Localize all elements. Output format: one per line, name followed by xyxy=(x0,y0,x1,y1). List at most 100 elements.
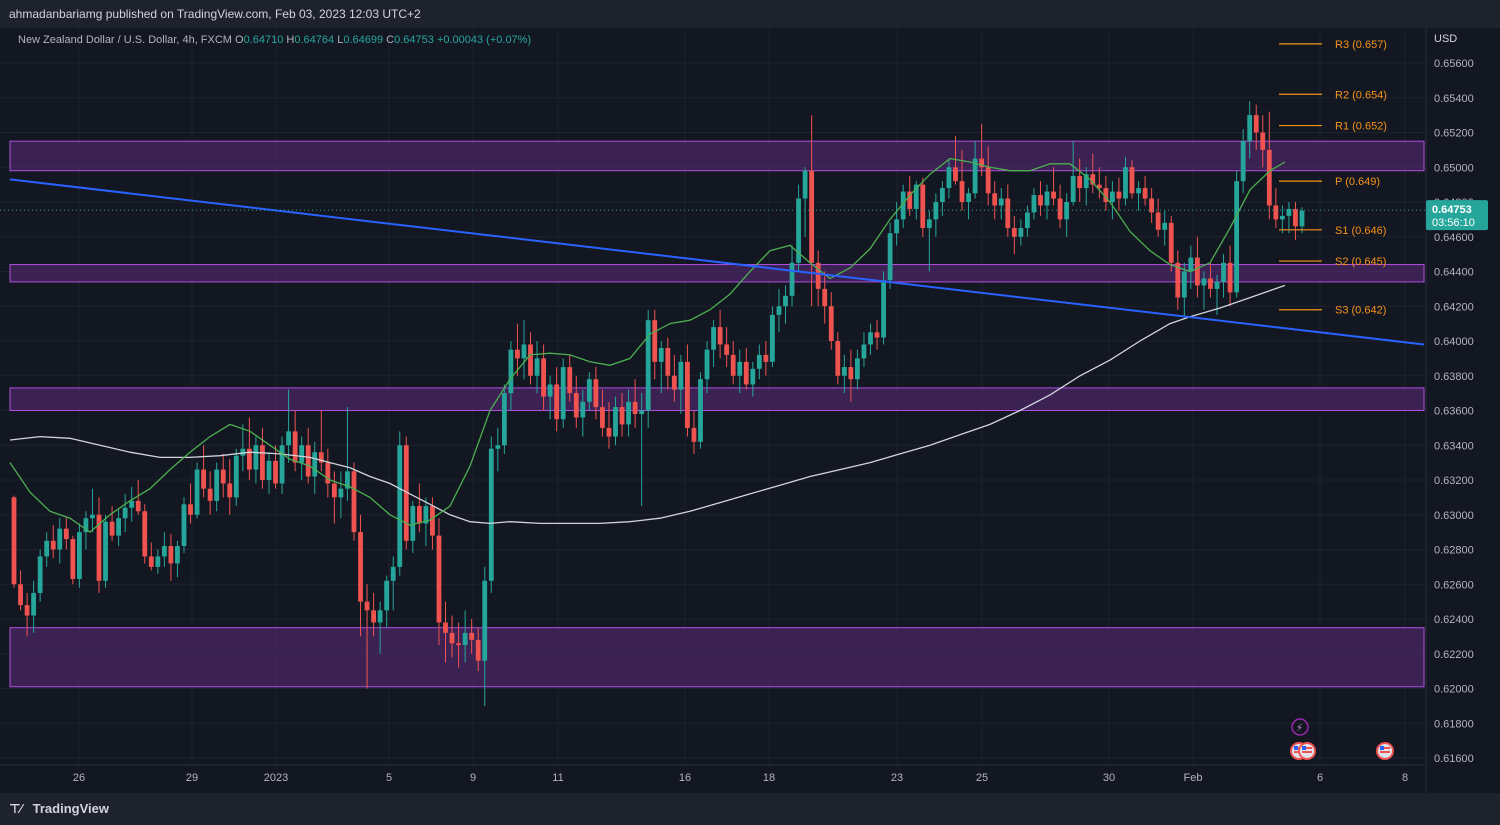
candle-down[interactable] xyxy=(1194,257,1200,286)
candle-up[interactable] xyxy=(1188,257,1194,272)
candle-down[interactable] xyxy=(449,632,455,644)
candle-up[interactable] xyxy=(534,358,540,376)
candle-up[interactable] xyxy=(240,448,246,456)
candle-up[interactable] xyxy=(116,518,122,536)
candle-up[interactable] xyxy=(946,167,952,189)
candle-down[interactable] xyxy=(1175,262,1181,298)
candle-up[interactable] xyxy=(704,349,710,380)
candle-up[interactable] xyxy=(1064,202,1070,220)
candle-down[interactable] xyxy=(11,497,17,585)
candle-down[interactable] xyxy=(135,500,141,512)
candle-down[interactable] xyxy=(1077,175,1083,189)
candle-down[interactable] xyxy=(828,306,834,341)
candle-down[interactable] xyxy=(691,427,697,442)
candle-up[interactable] xyxy=(1234,181,1240,293)
candle-up[interactable] xyxy=(214,469,220,501)
candle-up[interactable] xyxy=(1279,215,1285,220)
candle-down[interactable] xyxy=(822,288,828,307)
candle-up[interactable] xyxy=(1018,228,1024,237)
candle-down[interactable] xyxy=(992,193,998,206)
candle-up[interactable] xyxy=(789,262,795,296)
candle-up[interactable] xyxy=(1181,271,1187,298)
candle-up[interactable] xyxy=(645,320,651,411)
trendline[interactable] xyxy=(9,178,1425,346)
candle-up[interactable] xyxy=(1214,281,1220,289)
candle-up[interactable] xyxy=(397,445,403,567)
candle-up[interactable] xyxy=(1070,175,1076,202)
candle-up[interactable] xyxy=(972,158,978,194)
candle-up[interactable] xyxy=(31,592,37,616)
candle-up[interactable] xyxy=(1299,210,1305,227)
candle-up[interactable] xyxy=(1025,212,1030,229)
candle-up[interactable] xyxy=(384,580,390,611)
candle-up[interactable] xyxy=(1201,278,1207,286)
candle-up[interactable] xyxy=(940,188,945,202)
candle-up[interactable] xyxy=(390,566,396,581)
candle-down[interactable] xyxy=(985,167,991,194)
candle-down[interactable] xyxy=(325,462,331,484)
candle-up[interactable] xyxy=(129,500,135,508)
candle-up[interactable] xyxy=(488,448,494,581)
candle-down[interactable] xyxy=(1253,115,1259,133)
candle-up[interactable] xyxy=(737,361,743,376)
candle-down[interactable] xyxy=(456,643,461,646)
candle-up[interactable] xyxy=(521,344,527,359)
candle-up[interactable] xyxy=(161,546,167,557)
supply-demand-zone[interactable] xyxy=(9,140,1425,172)
candle-down[interactable] xyxy=(260,445,265,480)
candle-up[interactable] xyxy=(423,506,429,524)
candle-up[interactable] xyxy=(1109,191,1115,202)
candle-up[interactable] xyxy=(495,445,501,449)
candle-up[interactable] xyxy=(155,556,161,567)
candle-down[interactable] xyxy=(515,349,520,359)
candle-up[interactable] xyxy=(482,580,488,661)
candle-up[interactable] xyxy=(90,514,95,519)
candle-up[interactable] xyxy=(462,632,468,646)
candle-up[interactable] xyxy=(698,379,703,442)
candle-down[interactable] xyxy=(815,262,821,289)
candle-down[interactable] xyxy=(358,532,363,602)
candle-down[interactable] xyxy=(685,361,690,428)
lightning-event-icon[interactable] xyxy=(1291,718,1309,736)
candle-up[interactable] xyxy=(887,233,893,281)
candle-down[interactable] xyxy=(652,320,658,362)
candle-down[interactable] xyxy=(953,167,958,182)
candle-up[interactable] xyxy=(279,445,285,484)
candle-down[interactable] xyxy=(273,460,278,484)
candle-down[interactable] xyxy=(318,452,324,463)
candle-up[interactable] xyxy=(508,349,514,394)
candle-down[interactable] xyxy=(665,347,671,376)
candle-up[interactable] xyxy=(711,327,716,350)
supply-demand-zone[interactable] xyxy=(9,387,1425,412)
candle-up[interactable] xyxy=(410,506,416,541)
last-price-badge[interactable] xyxy=(1426,200,1488,231)
candle-down[interactable] xyxy=(305,445,311,477)
candle-up[interactable] xyxy=(913,184,919,209)
candle-up[interactable] xyxy=(286,431,291,446)
candle-down[interactable] xyxy=(1168,222,1174,263)
candle-up[interactable] xyxy=(802,170,808,199)
candle-up[interactable] xyxy=(776,306,782,315)
candle-down[interactable] xyxy=(717,327,723,345)
candle-up[interactable] xyxy=(266,460,272,480)
candle-down[interactable] xyxy=(619,407,625,425)
candle-up[interactable] xyxy=(233,455,239,498)
candle-down[interactable] xyxy=(220,469,226,484)
candle-down[interactable] xyxy=(24,605,30,616)
candle-down[interactable] xyxy=(1011,228,1017,237)
symbol-legend[interactable]: New Zealand Dollar / U.S. Dollar, 4h, FX… xyxy=(18,34,531,46)
candle-down[interactable] xyxy=(227,483,233,498)
candle-up[interactable] xyxy=(345,471,350,489)
candle-down[interactable] xyxy=(18,584,23,606)
candle-down[interactable] xyxy=(416,506,422,524)
candle-up[interactable] xyxy=(881,280,886,338)
candle-up[interactable] xyxy=(756,354,762,369)
candle-up[interactable] xyxy=(1240,141,1246,182)
candle-up[interactable] xyxy=(181,504,187,547)
candle-down[interactable] xyxy=(724,344,730,355)
candle-down[interactable] xyxy=(109,521,115,536)
candle-down[interactable] xyxy=(541,358,546,397)
candle-down[interactable] xyxy=(743,361,749,385)
candle-down[interactable] xyxy=(835,341,841,376)
candle-down[interactable] xyxy=(979,158,985,168)
